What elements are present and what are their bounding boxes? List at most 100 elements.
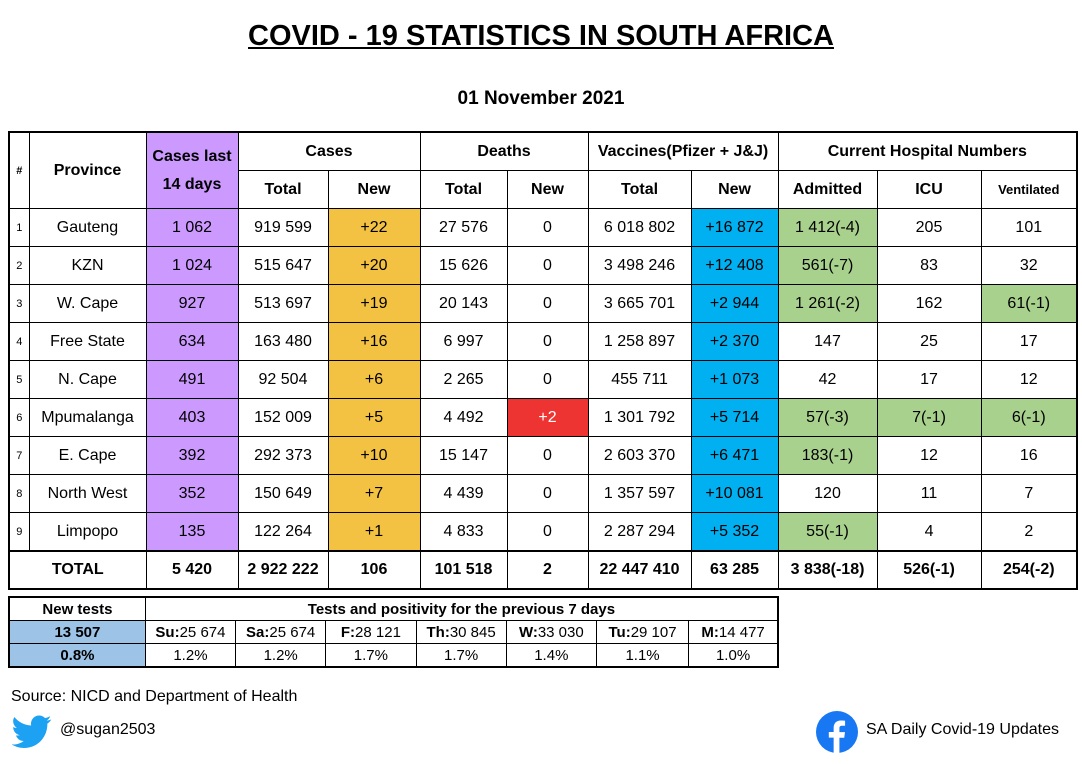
- hospital-ventilated: 61(-1): [980, 284, 1078, 323]
- col-province-header: Province: [28, 131, 147, 209]
- vaccines-new: +6 471: [690, 436, 779, 475]
- deaths-new: 0: [506, 322, 589, 361]
- hospital-admitted: 120: [777, 474, 878, 513]
- hospital-icu: 83: [876, 246, 982, 285]
- tests-table: New tests Tests and positivity for the p…: [8, 596, 779, 668]
- total-vacc-new: 63 285: [690, 550, 779, 590]
- vacc-new-header: New: [690, 170, 779, 209]
- cases-14-days: 392: [145, 436, 239, 475]
- vaccines-new: +12 408: [690, 246, 779, 285]
- cases-new: +19: [327, 284, 421, 323]
- hospital-ventilated: 6(-1): [980, 398, 1078, 437]
- header-row-2: Total New Total New Total New Admitted I…: [9, 170, 1078, 209]
- table-row: 8 North West 352 150 649 +7 4 439 0 1 357 597 +1…: [8, 474, 1078, 513]
- province-name: W. Cape: [28, 284, 147, 323]
- vaccines-total: 3 665 701: [587, 284, 692, 323]
- total-cases-new: 106: [327, 550, 421, 590]
- cases-14-days: 135: [145, 512, 239, 552]
- cases-total: 152 009: [237, 398, 329, 437]
- vaccines-new: +5 352: [690, 512, 779, 552]
- stats-table: # Province Cases last 14 days Cases Deat…: [8, 131, 1079, 590]
- cases14-header-line1: Cases last: [152, 147, 232, 165]
- cases-new: +1: [327, 512, 421, 552]
- province-name: Free State: [28, 322, 147, 361]
- test-day-count: M:14 477: [688, 620, 779, 644]
- test-day-label: Tu:: [608, 623, 631, 641]
- deaths-new-header: New: [506, 170, 589, 209]
- deaths-new: +2: [506, 398, 589, 437]
- province-name: Mpumalanga: [28, 398, 147, 437]
- test-day-positivity: 1.7%: [325, 643, 417, 668]
- deaths-total: 20 143: [419, 284, 508, 323]
- cases-14-days: 1 024: [145, 246, 239, 285]
- vaccines-total: 2 603 370: [587, 436, 692, 475]
- cases-total: 919 599: [237, 208, 329, 247]
- admitted-header: Admitted: [777, 170, 878, 209]
- test-day-label: M:: [701, 623, 719, 641]
- test-day-positivity: 1.1%: [595, 643, 690, 668]
- twitter-handle[interactable]: @sugan2503: [60, 721, 156, 738]
- row-index: 3: [8, 284, 30, 323]
- hospital-ventilated: 16: [980, 436, 1078, 475]
- deaths-total: 2 265: [419, 360, 508, 399]
- cases-14-days: 927: [145, 284, 239, 323]
- deaths-new: 0: [506, 436, 589, 475]
- total-row: TOTAL 5 420 2 922 222 106 101 518 2 22 447 410…: [8, 550, 1078, 590]
- tests-period-header: Tests and positivity for the previous 7 …: [144, 596, 779, 621]
- test-day-label: F:: [340, 623, 356, 641]
- table-row: 6 Mpumalanga 403 152 009 +5 4 492 +2 1 301 792 +…: [8, 398, 1078, 437]
- row-index: 8: [8, 474, 30, 513]
- province-name: Gauteng: [28, 208, 147, 247]
- hospital-admitted: 1 412(-4): [777, 208, 878, 247]
- vaccines-total: 1 301 792: [587, 398, 692, 437]
- test-day-count: Su:25 674: [144, 620, 237, 644]
- deaths-total: 4 492: [419, 398, 508, 437]
- col-cases14-header: Cases last 14 days: [145, 131, 239, 209]
- table-row: 2 KZN 1 024 515 647 +20 15 626 0 3 498 246 +12 4…: [8, 246, 1078, 285]
- total-deaths-new: 2: [506, 550, 589, 590]
- deaths-new: 0: [506, 474, 589, 513]
- test-day-label: W:: [518, 623, 538, 641]
- deaths-new: 0: [506, 512, 589, 552]
- deaths-total: 15 626: [419, 246, 508, 285]
- cases-14-days: 403: [145, 398, 239, 437]
- test-day-positivity: 1.0%: [688, 643, 779, 668]
- cases-new: +7: [327, 474, 421, 513]
- hospital-admitted: 147: [777, 322, 878, 361]
- vaccines-total: 455 711: [587, 360, 692, 399]
- test-day-positivity: 1.2%: [144, 643, 237, 668]
- cases14-header-line2: 14 days: [162, 175, 222, 193]
- province-name: KZN: [28, 246, 147, 285]
- hospital-ventilated: 101: [980, 208, 1078, 247]
- vaccines-total: 1 357 597: [587, 474, 692, 513]
- test-count-value: 14 477: [718, 623, 765, 641]
- test-day-label: Sa:: [246, 623, 270, 641]
- tests-count-row: 13 507 Su:25 674 Sa:25 674 F:28 121 Th:30 8…: [8, 620, 779, 644]
- col-index-header: #: [8, 131, 30, 209]
- icu-header: ICU: [876, 170, 982, 209]
- cases-total: 163 480: [237, 322, 329, 361]
- hospital-icu: 17: [876, 360, 982, 399]
- vaccines-total: 6 018 802: [587, 208, 692, 247]
- cases-new: +20: [327, 246, 421, 285]
- test-count-value: 33 030: [537, 623, 584, 641]
- test-day-count: Th:30 845: [415, 620, 507, 644]
- table-row: 1 Gauteng 1 062 919 599 +22 27 576 0 6 018 802 +…: [8, 208, 1078, 247]
- test-day-label: Th:: [426, 623, 450, 641]
- page-title: COVID - 19 STATISTICS IN SOUTH AFRICA: [248, 20, 834, 52]
- deaths-new: 0: [506, 284, 589, 323]
- cases-new: +6: [327, 360, 421, 399]
- hospital-admitted: 57(-3): [777, 398, 878, 437]
- cases-new-header: New: [327, 170, 421, 209]
- facebook-page-name[interactable]: SA Daily Covid-19 Updates: [866, 721, 1059, 738]
- vaccines-new: +2 944: [690, 284, 779, 323]
- vaccines-new: +2 370: [690, 322, 779, 361]
- vaccines-total: 1 258 897: [587, 322, 692, 361]
- table-row: 7 E. Cape 392 292 373 +10 15 147 0 2 603 370 +6 …: [8, 436, 1078, 475]
- vaccines-total: 2 287 294: [587, 512, 692, 552]
- test-day-count: Sa:25 674: [235, 620, 327, 644]
- hospital-icu: 11: [876, 474, 982, 513]
- facebook-f-icon: [816, 711, 858, 753]
- total-icu: 526(-1): [876, 550, 982, 590]
- deaths-total: 4 833: [419, 512, 508, 552]
